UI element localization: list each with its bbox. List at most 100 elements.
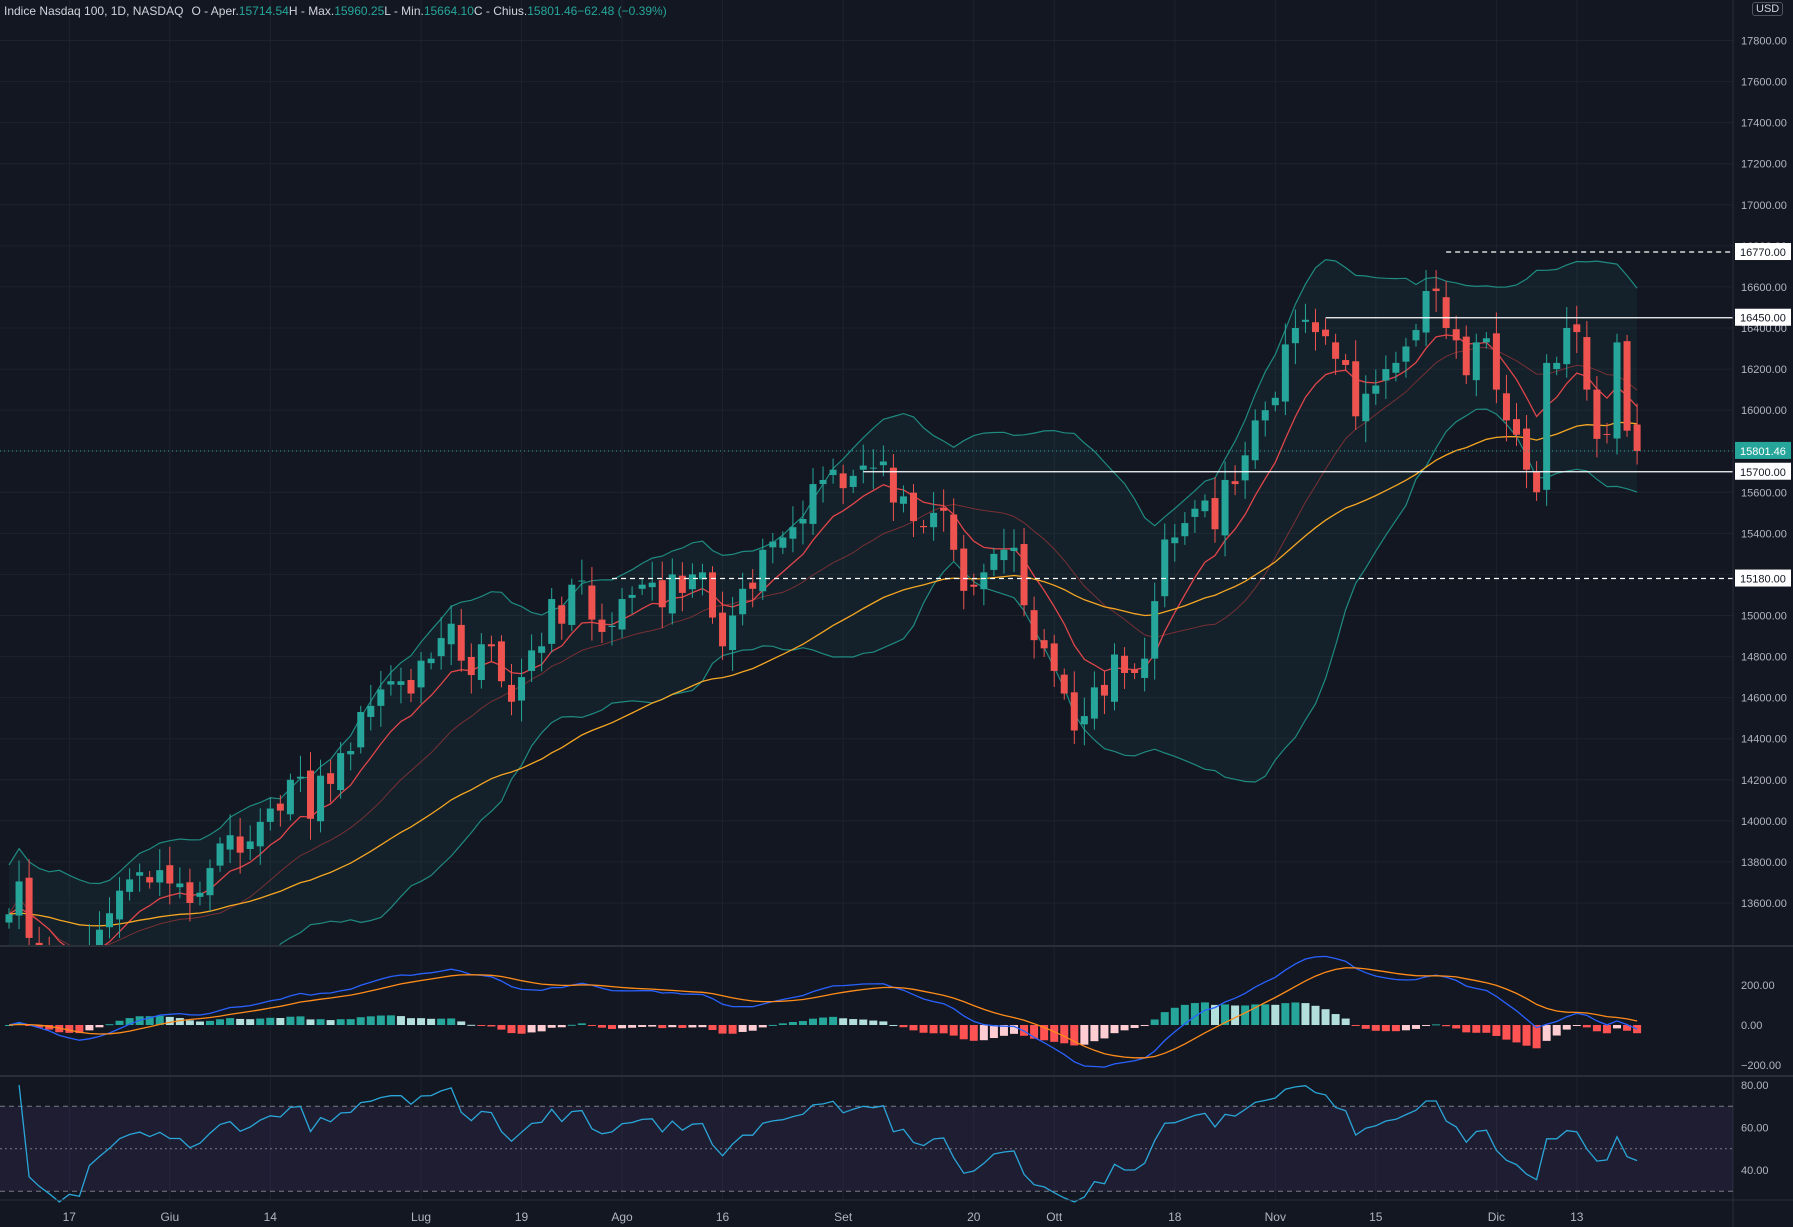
candle-body [387,681,394,684]
candle-body [1624,341,1631,431]
macd-histogram-bar [799,1021,807,1025]
time-tick-label: Giu [160,1210,179,1224]
macd-histogram-bar [95,1025,103,1027]
macd-histogram-bar [1131,1025,1139,1028]
candle-body [568,585,575,625]
legend-change: −62.48 (−0.39%) [577,4,666,18]
candle-body [890,468,897,503]
macd-histogram-bar [518,1025,526,1034]
time-tick-label: Nov [1265,1210,1286,1224]
price-tick-label: 17400.00 [1741,118,1787,130]
candle-body [548,599,555,644]
macd-histogram-bar [1060,1025,1068,1043]
price-tick-label: 14200.00 [1741,775,1787,787]
candle-body [709,572,716,617]
candle-body [1342,360,1349,365]
candle-body [1503,393,1510,420]
macd-histogram-bar [678,1025,686,1028]
macd-histogram-bar [729,1025,737,1034]
candle-body [1563,328,1570,364]
macd-histogram-bar [930,1025,938,1033]
macd-histogram-bar [276,1018,284,1025]
legend-open-value: 15714.54 [239,4,289,18]
price-tick-label: 15600.00 [1741,487,1787,499]
ohlc-legend: Indice Nasdaq 100, 1D, NASDAQ O - Aper. … [4,4,667,18]
macd-histogram-bar [1312,1006,1320,1025]
candle-body [478,644,485,680]
macd-histogram-bar [1392,1025,1400,1031]
macd-histogram-bar [186,1020,194,1025]
candle-body [1593,390,1600,439]
candle-body [26,878,33,938]
candle-body [1372,386,1379,394]
macd-histogram-bar [417,1018,425,1025]
price-tick-label: 14600.00 [1741,693,1787,705]
macd-histogram-bar [307,1019,315,1025]
time-tick-label: 15 [1369,1210,1383,1224]
candle-body [1493,333,1500,389]
macd-histogram-bar [910,1025,918,1030]
candle-body [518,677,525,700]
macd-histogram-bar [588,1025,596,1026]
macd-histogram-bar [1281,1003,1289,1025]
macd-histogram-bar [1090,1025,1098,1041]
price-tick-label: 14400.00 [1741,734,1787,746]
macd-histogram-bar [347,1019,355,1025]
rsi-tick-label: 40.00 [1741,1165,1769,1177]
candle-body [789,527,796,539]
candle-body [578,581,585,582]
candle-body [176,883,183,887]
macd-histogram-bar [920,1025,928,1033]
candle-body [1352,361,1359,416]
time-tick-label: Ott [1046,1210,1063,1224]
macd-histogram-bar [749,1025,757,1031]
candle-body [759,550,766,591]
candle-body [146,877,153,882]
price-tick-label: 15400.00 [1741,528,1787,540]
candle-body [1201,501,1208,512]
candle-body [619,599,626,629]
currency-button[interactable]: USD [1752,2,1783,16]
candle-body [106,913,113,927]
candle-body [870,468,877,469]
candle-body [458,625,465,661]
level-label: 16770.00 [1740,247,1786,259]
macd-histogram-bar [1352,1025,1360,1026]
candle-body [689,574,696,589]
candle-body [357,712,364,747]
macd-histogram-bar [236,1019,244,1025]
macd-tick-label: 0.00 [1741,1020,1762,1032]
candle-body [418,661,425,688]
candle-body [960,549,967,591]
candle-body [739,589,746,614]
candle-body [408,680,415,694]
level-label: 15700.00 [1740,467,1786,479]
macd-histogram-bar [457,1021,465,1025]
macd-histogram-bar [317,1019,325,1025]
last-price-label: 15801.46 [1740,446,1786,458]
candle-body [1634,425,1641,451]
macd-histogram-bar [1593,1025,1601,1031]
candle-body [528,650,535,671]
candle-body [247,841,254,849]
legend-low-value: 15664.10 [424,4,474,18]
candle-body [377,689,384,705]
candle-body [840,473,847,488]
candle-body [1041,640,1048,648]
candle-body [1252,420,1259,460]
macd-histogram-bar [1442,1025,1450,1026]
candle-body [428,659,435,664]
candle-body [498,641,505,681]
candle-body [980,572,987,589]
macd-histogram-bar [1100,1025,1108,1038]
macd-histogram-bar [266,1018,274,1025]
price-tick-label: 16000.00 [1741,405,1787,417]
candle-body [6,914,13,922]
macd-histogram-bar [940,1025,948,1033]
candle-body [267,809,274,822]
time-tick-label: 19 [515,1210,529,1224]
macd-histogram-bar [1482,1025,1490,1033]
candle-body [1071,692,1078,730]
